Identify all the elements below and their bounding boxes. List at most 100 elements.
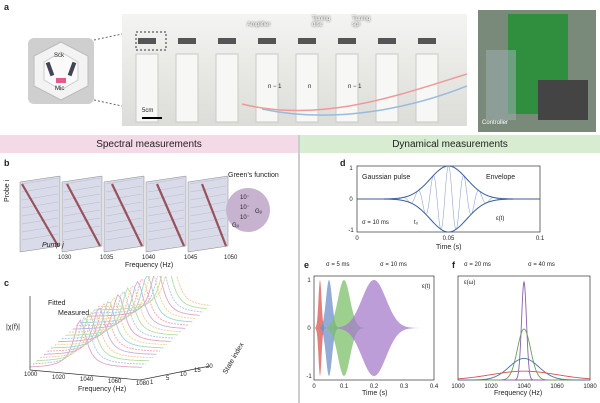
site-n-plus-label: n − 1 [348,84,362,90]
matrix-gridline [147,225,185,233]
state-spectrum-18 [90,276,204,314]
e-pulse-4 [314,280,434,376]
panel-e-label: e [304,260,310,270]
d-ytick-2: -1 [348,228,354,234]
state-spectrum-15 [79,276,193,324]
matrix-gridline [189,185,227,193]
f-spectrum-1 [458,280,590,381]
tuning-disc-label: Tuning disc [312,16,331,28]
spectral-section-header: Spectral measurements [0,135,298,153]
zoom-lines [94,33,123,107]
matrix-gridline [105,201,143,209]
matrix-gridline [63,193,101,201]
e-ytick-2: -1 [306,374,312,380]
e-legend-5ms: σ = 5 ms [326,262,350,268]
panel-f-label: f [452,260,455,270]
state-spectrum-12 [69,285,182,333]
f-spectrum-4 [457,370,591,380]
dynamical-section-header: Dynamical measurements [300,135,600,153]
matrix-gridline [189,209,227,217]
e-xtick-4: 0.4 [430,384,439,390]
d-ytick-0: 1 [349,166,353,172]
gji-label: Gⱼᵢ [232,223,239,229]
e-xtick-0: 0 [312,384,316,390]
matrix-frame [145,175,187,253]
t0-annotation: t₀ [414,220,419,226]
e-pulse-3 [314,280,434,376]
f-spectrum-3 [458,357,590,381]
c-ztick-5: 5 [166,376,170,382]
matrix-gridline [63,217,101,225]
f-xlabel: Frequency (Hz) [494,390,543,397]
matrix-gridline [147,185,185,193]
tick-1050: 1050 [224,255,238,261]
hexagon-inset-photo: Sck Mic [28,38,94,104]
matrix-gridline [21,185,59,193]
c-xtick-1020: 1020 [52,375,66,381]
d-ytick-1: 0 [349,197,353,203]
f-xtick-2: 1040 [517,384,531,390]
envelope-upper-line [357,165,540,200]
section-divider [298,135,300,403]
green-matrix-4 [145,175,187,253]
e-ytick-0: 1 [307,278,311,284]
matrix-frame [103,175,145,253]
state-spectrum-1 [29,319,143,368]
d-xtick-1: 0.05 [443,236,455,242]
panel-c: c |χ(f)| Fitted Measured Frequency (Hz) … [0,276,298,403]
matrix-gridline [105,193,143,201]
site-n-label: n [308,84,312,90]
panel-c-label: c [4,278,10,288]
f-xtick-3: 1060 [550,384,564,390]
matrix-gridline [105,225,143,233]
gaussian-pulse-chart: 10-10 0.05 0.1 [348,165,545,242]
d-xtick-2: 0.1 [536,236,545,242]
panel-b-label: b [4,158,10,168]
matrix-gridline [21,225,59,233]
matrix-gridline [105,209,143,217]
c-ztick-1: 1 [150,380,154,386]
matrix-gridline [189,217,227,225]
tick-1040: 1040 [142,255,156,261]
legend-value-2: 10⁻ [240,205,250,211]
legend-measured: Measured [58,310,90,317]
matrix-diagonal [155,183,186,247]
sck-label: Sck [54,53,65,59]
matrix-gridline [105,217,143,225]
e-xtick-3: 0.3 [400,384,409,390]
controller-photo: Controller [478,10,596,132]
frequency-axis-label-c: Frequency (Hz) [78,386,127,393]
frequency-axis-label-b: Frequency (Hz) [125,262,174,269]
state-spectrum-20 [97,276,211,308]
c-xtick-1080: 1080 [136,381,150,387]
d-xlabel: Time (s) [436,244,462,251]
site-n-minus-label: n − 1 [268,84,282,90]
matrix-gridline [189,201,227,209]
green-matrix-5 [187,175,229,253]
state-spectrum-7 [51,301,164,349]
green-matrix-1 [19,175,61,253]
e-ylabel: ε(t) [422,284,431,290]
c-xtick-1040: 1040 [80,377,94,383]
matrix-gridline [105,185,143,193]
legend-gaussian-pulse: Gaussian pulse [362,174,411,181]
envelope-lower-line [357,198,540,233]
epsilon-annotation: ε(t) [496,216,505,222]
panel-e: e 1 0 -1 0 0.1 0.2 0.3 0.4 σ = 5 ms σ = 10 ms ε… [300,258,450,403]
e-xtick-1: 0.1 [340,384,349,390]
c-xtick-1000: 1000 [24,372,38,378]
matrix-gridline [21,217,59,225]
e-ytick-1: 0 [307,326,311,332]
panel-d: d 1 0 -1 0 0.05 0.1 Gaussian pulse Envelope σ… [300,156,600,256]
matrix-gridline [21,201,59,209]
state-spectrum-8 [54,296,168,346]
matrix-diagonal [21,183,59,247]
f-ylabel: ε(ω) [464,280,476,286]
controller-label: Controller [482,120,509,126]
legend-envelope: Envelope [486,174,516,181]
state-spectrum-9 [58,294,171,343]
panel-a-label: a [4,2,10,12]
f-spectrum-2 [458,328,590,381]
green-matrix-3 [103,175,145,253]
panel-f: f 1000 1020 1040 1060 1080 σ = 20 ms σ = 40 … [450,258,600,403]
